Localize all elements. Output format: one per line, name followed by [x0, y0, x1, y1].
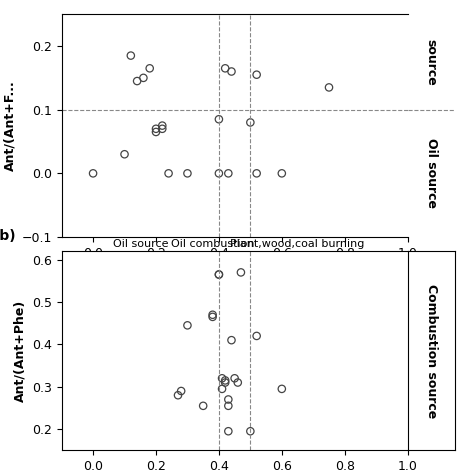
Point [225, 428, 232, 435]
Point [253, 170, 260, 177]
Point [253, 332, 260, 340]
Point [221, 379, 229, 386]
Point [165, 170, 173, 177]
Point [325, 83, 333, 91]
Point [278, 170, 286, 177]
Point [253, 71, 260, 79]
Point [215, 116, 223, 123]
Point [218, 374, 226, 382]
Text: Plant,wood,coal burning: Plant,wood,coal burning [230, 239, 365, 249]
Point [89, 170, 97, 177]
Point [177, 387, 185, 395]
Point [146, 64, 154, 72]
Point [225, 402, 232, 410]
Point [133, 77, 141, 85]
Point [158, 125, 166, 133]
Text: Oil source: Oil source [425, 138, 438, 209]
Point [231, 374, 238, 382]
Y-axis label: Ant/(Ant+Phe): Ant/(Ant+Phe) [13, 300, 27, 402]
Point [215, 271, 223, 278]
Point [225, 396, 232, 403]
Point [209, 311, 217, 319]
X-axis label: Flu/(Flu+Pyr): Flu/(Flu+Pyr) [182, 265, 287, 279]
Point [152, 125, 160, 133]
Point [140, 74, 147, 82]
Point [246, 118, 254, 126]
Point [278, 385, 286, 392]
Point [228, 337, 235, 344]
Point [183, 321, 191, 329]
Point [152, 128, 160, 136]
Point [121, 150, 128, 158]
Point [215, 271, 223, 278]
Text: (b): (b) [0, 229, 17, 243]
Point [246, 428, 254, 435]
Text: Combustion source: Combustion source [425, 283, 438, 418]
Text: Oil combustion: Oil combustion [171, 239, 255, 249]
Point [209, 313, 217, 321]
Text: Oil source: Oil source [112, 239, 168, 249]
Point [127, 52, 135, 59]
Point [221, 377, 229, 384]
Point [228, 68, 235, 75]
Y-axis label: Ant/(Ant+F...: Ant/(Ant+F... [3, 80, 16, 171]
Text: source: source [425, 38, 438, 85]
Point [237, 269, 245, 276]
Point [218, 385, 226, 392]
Point [183, 170, 191, 177]
Point [158, 122, 166, 129]
Point [221, 64, 229, 72]
Point [225, 170, 232, 177]
Point [174, 392, 182, 399]
Point [200, 402, 207, 410]
Point [234, 379, 242, 386]
Point [215, 170, 223, 177]
